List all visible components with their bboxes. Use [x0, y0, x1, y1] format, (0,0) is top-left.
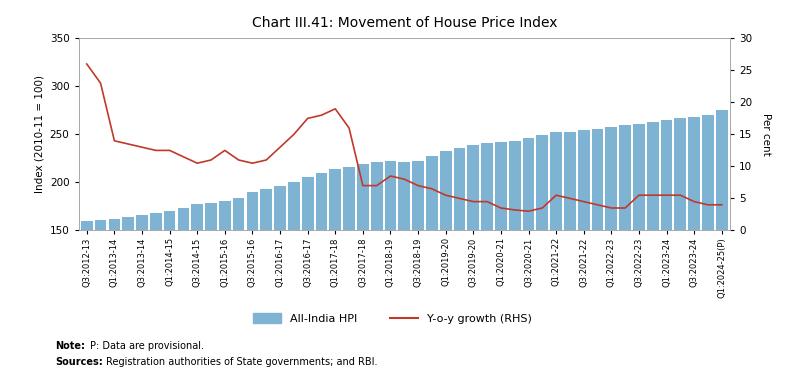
Bar — [233, 198, 244, 374]
Bar — [702, 115, 714, 374]
Text: Sources:: Sources: — [55, 357, 103, 367]
Bar — [164, 211, 176, 374]
Bar — [205, 203, 217, 374]
Bar — [274, 186, 286, 374]
Bar — [136, 215, 148, 374]
Text: Note:: Note: — [55, 341, 85, 351]
Bar — [536, 136, 548, 374]
Bar — [605, 127, 617, 374]
Bar — [108, 219, 120, 374]
Legend: All-India HPI, Y-o-y growth (RHS): All-India HPI, Y-o-y growth (RHS) — [249, 309, 536, 329]
Bar — [592, 129, 604, 374]
Bar — [647, 122, 659, 374]
Bar — [688, 117, 700, 374]
Bar — [288, 182, 300, 374]
Bar — [495, 142, 507, 374]
Bar — [633, 124, 644, 374]
Bar — [674, 118, 686, 374]
Bar — [150, 213, 162, 374]
Y-axis label: Index (2010-11 = 100): Index (2010-11 = 100) — [35, 75, 44, 194]
Bar — [399, 162, 410, 374]
Bar — [578, 130, 590, 374]
Bar — [371, 162, 382, 374]
Title: Chart III.41: Movement of House Price Index: Chart III.41: Movement of House Price In… — [251, 16, 557, 30]
Bar — [357, 164, 369, 374]
Bar — [509, 141, 520, 374]
Bar — [661, 120, 673, 374]
Bar — [440, 151, 451, 374]
Bar — [481, 143, 493, 374]
Bar — [619, 125, 631, 374]
Bar — [316, 173, 327, 374]
Bar — [330, 169, 341, 374]
Bar — [81, 221, 93, 374]
Bar — [467, 145, 479, 374]
Bar — [426, 156, 438, 374]
Bar — [550, 132, 562, 374]
Bar — [716, 111, 728, 374]
Text: P: Data are provisional.: P: Data are provisional. — [90, 341, 204, 351]
Bar — [122, 217, 134, 374]
Bar — [177, 208, 189, 374]
Bar — [219, 200, 231, 374]
Y-axis label: Per cent: Per cent — [761, 113, 771, 156]
Bar — [564, 131, 575, 374]
Bar — [385, 161, 396, 374]
Bar — [301, 177, 313, 374]
Bar — [192, 204, 203, 374]
Text: Registration authorities of State governments; and RBI.: Registration authorities of State govern… — [106, 357, 378, 367]
Bar — [454, 148, 466, 374]
Bar — [412, 161, 424, 374]
Bar — [261, 189, 272, 374]
Bar — [523, 138, 535, 374]
Bar — [246, 192, 258, 374]
Bar — [95, 220, 107, 374]
Bar — [343, 167, 355, 374]
